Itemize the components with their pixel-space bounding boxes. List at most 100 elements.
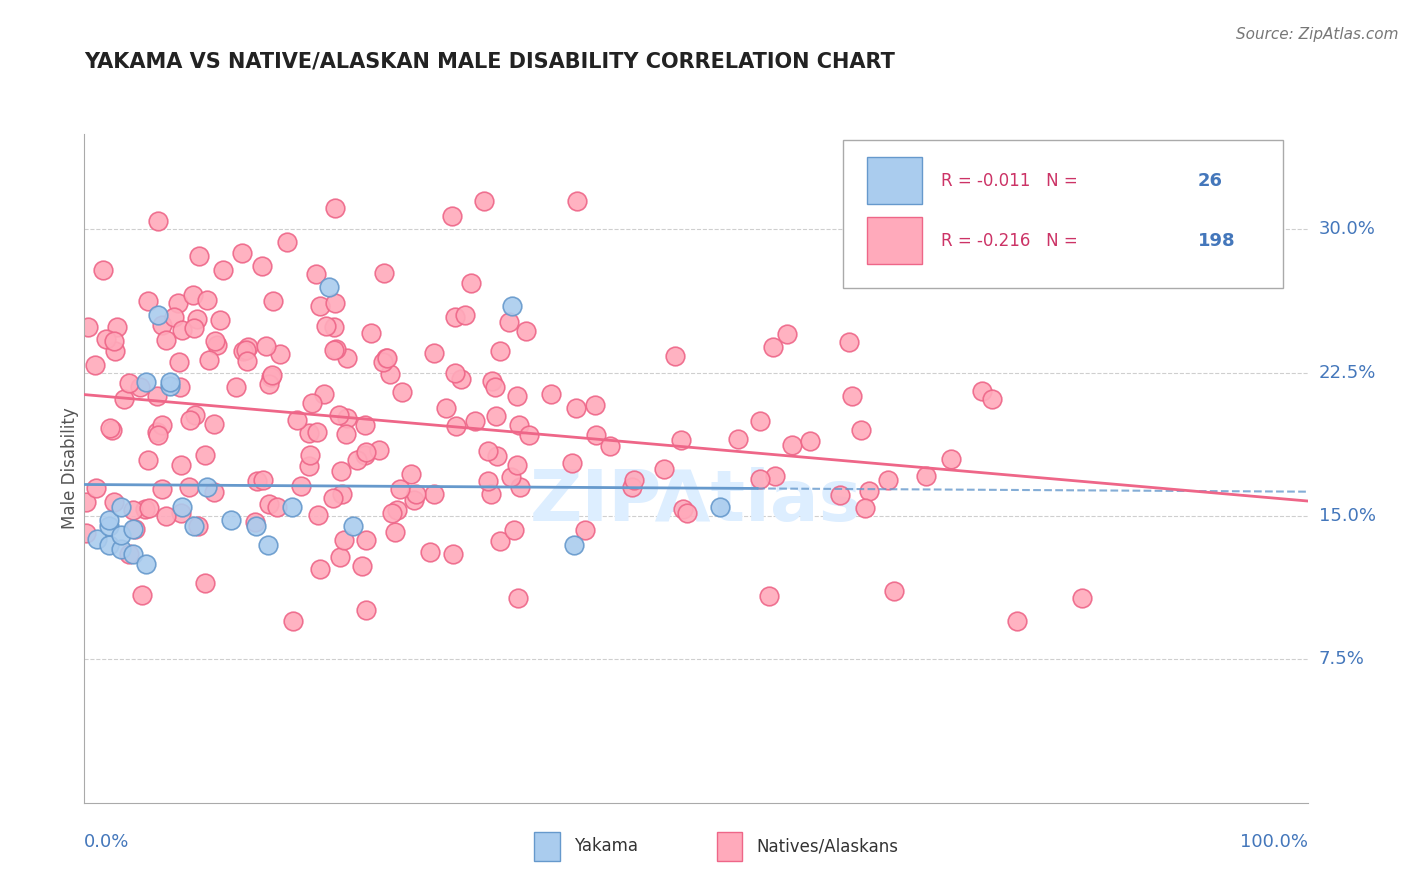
Point	[676, 506, 699, 520]
Point	[389, 483, 412, 497]
Point	[561, 456, 583, 470]
Point	[444, 419, 467, 434]
Point	[328, 408, 350, 422]
Point	[375, 351, 398, 365]
Text: YAKAMA VS NATIVE/ALASKAN MALE DISABILITY CORRELATION CHART: YAKAMA VS NATIVE/ALASKAN MALE DISABILITY…	[84, 52, 896, 71]
Point	[77, 319, 100, 334]
Point	[235, 343, 257, 357]
Text: R = -0.011   N =: R = -0.011 N =	[941, 171, 1083, 190]
Point	[883, 583, 905, 598]
Point	[464, 414, 486, 428]
Point	[298, 458, 321, 473]
Point	[454, 308, 477, 322]
Point	[257, 497, 280, 511]
Point	[207, 337, 229, 351]
Point	[939, 452, 962, 467]
Point	[371, 355, 394, 369]
Point	[312, 387, 335, 401]
Point	[858, 483, 880, 498]
Point	[97, 518, 120, 533]
Text: 100.0%: 100.0%	[1240, 833, 1308, 851]
Point	[838, 335, 860, 350]
Point	[307, 508, 329, 522]
Point	[517, 428, 540, 442]
Point	[652, 462, 675, 476]
Text: ZIPAtlas: ZIPAtlas	[530, 467, 862, 536]
Point	[980, 392, 1002, 406]
Point	[404, 492, 426, 507]
Point	[489, 344, 512, 359]
FancyBboxPatch shape	[868, 157, 922, 204]
Point	[169, 380, 191, 394]
Point	[305, 425, 328, 439]
Point	[131, 588, 153, 602]
Point	[103, 334, 125, 348]
Point	[501, 299, 523, 313]
Text: 15.0%: 15.0%	[1319, 507, 1375, 525]
Point	[322, 491, 344, 506]
Point	[146, 425, 169, 439]
Text: 26: 26	[1198, 171, 1222, 190]
Point	[212, 263, 235, 277]
Point	[172, 323, 194, 337]
Point	[444, 367, 467, 381]
Point	[159, 379, 181, 393]
Text: 22.5%: 22.5%	[1319, 364, 1376, 382]
Point	[419, 545, 441, 559]
Point	[98, 421, 121, 435]
Point	[434, 401, 457, 415]
Point	[488, 534, 510, 549]
Point	[385, 502, 408, 516]
Point	[748, 414, 770, 428]
Point	[138, 453, 160, 467]
Point	[136, 294, 159, 309]
Point	[574, 523, 596, 537]
Text: R = -0.216   N =: R = -0.216 N =	[941, 232, 1083, 250]
Point	[749, 472, 772, 486]
Point	[367, 442, 389, 457]
Text: 30.0%: 30.0%	[1319, 220, 1375, 238]
Point	[515, 324, 537, 338]
Point	[346, 453, 368, 467]
Point	[623, 473, 645, 487]
Point	[138, 500, 160, 515]
Point	[325, 296, 347, 310]
Point	[709, 500, 731, 514]
Point	[150, 418, 173, 433]
Point	[86, 532, 108, 546]
Point	[194, 575, 217, 590]
Y-axis label: Male Disability: Male Disability	[60, 408, 79, 529]
Point	[124, 522, 146, 536]
Point	[84, 481, 107, 495]
Point	[75, 495, 97, 509]
Point	[122, 523, 145, 537]
Point	[484, 380, 506, 394]
Point	[322, 343, 344, 357]
Point	[285, 413, 308, 427]
Point	[308, 562, 330, 576]
Point	[1071, 591, 1094, 605]
Point	[354, 445, 377, 459]
Point	[477, 444, 499, 458]
Point	[1005, 614, 1028, 628]
Point	[146, 309, 169, 323]
Point	[315, 318, 337, 333]
Point	[155, 509, 177, 524]
Point	[509, 480, 531, 494]
Point	[481, 374, 503, 388]
Point	[405, 487, 427, 501]
Point	[103, 495, 125, 509]
Point	[257, 538, 280, 552]
Point	[354, 533, 377, 547]
Point	[498, 315, 520, 329]
Point	[423, 346, 446, 360]
Point	[506, 591, 529, 606]
Point	[243, 515, 266, 529]
Point	[298, 448, 321, 462]
Point	[501, 470, 523, 484]
Point	[194, 448, 217, 462]
Point	[269, 347, 291, 361]
Point	[135, 376, 157, 390]
Point	[583, 398, 606, 412]
Point	[97, 513, 120, 527]
